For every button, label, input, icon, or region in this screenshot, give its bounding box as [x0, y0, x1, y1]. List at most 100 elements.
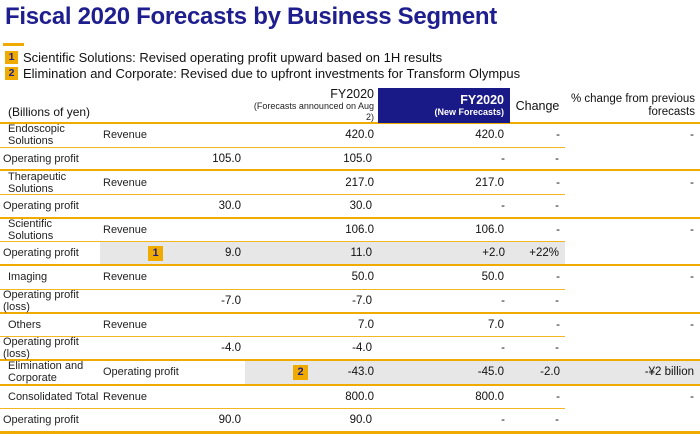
value-new: 105.0	[245, 146, 378, 170]
segment-name: Scientific Solutions	[8, 218, 54, 243]
value-change: -	[556, 129, 560, 142]
value-pct: -	[510, 194, 565, 217]
metric-label: Operating profit (loss)	[0, 289, 100, 313]
unit-label: (Billions of yen)	[8, 105, 91, 119]
value-change: -	[556, 176, 560, 189]
value-change: -	[556, 271, 560, 284]
value-prev: 30.0	[100, 194, 245, 217]
value-prev-text: 9.0	[225, 247, 241, 260]
value-prev: -7.0	[100, 288, 245, 312]
metric-label: Operating profit (loss)	[0, 336, 100, 360]
value-new: 11.0	[245, 241, 378, 265]
value-pct: -	[510, 288, 565, 312]
value-change: -	[378, 408, 510, 431]
value-new: 50.0	[481, 271, 504, 284]
segment-name: Elimination and Corporate	[8, 360, 84, 385]
segment-scientific-solutions: Scientific Solutions Revenue 106.0 106.0…	[0, 216, 700, 265]
segment-name: Consolidated Total	[8, 390, 99, 403]
value-prev: 800.0	[345, 390, 374, 403]
value-new: 30.0	[245, 194, 378, 217]
column-header-pct-change: % change from previous forecasts	[570, 92, 695, 118]
metric-label: Operating profit	[0, 408, 100, 431]
metric-label: Operating profit	[0, 146, 100, 170]
value-new: 420.0	[475, 129, 504, 142]
metric-label: Revenue	[103, 224, 148, 237]
metric-label: Revenue	[103, 176, 148, 189]
value-change: -	[556, 390, 560, 403]
value-prev: 1 9.0	[100, 241, 245, 265]
metric-label: Operating profit	[0, 241, 100, 264]
value-new: -7.0	[245, 288, 378, 312]
page-title: Fiscal 2020 Forecasts by Business Segmen…	[5, 3, 497, 30]
note-scientific-solutions: 1 Scientific Solutions: Revised operatin…	[5, 49, 520, 65]
value-pct: -	[510, 146, 565, 170]
segment-endoscopic-solutions: Endoscopic Solutions Revenue 420.0 420.0…	[0, 123, 700, 170]
value-pct: -	[510, 336, 565, 359]
value-pct: -	[690, 129, 694, 142]
value-change: +2.0	[378, 241, 510, 265]
value-pct: +22%	[510, 241, 565, 265]
value-prev: 2 -43.0	[245, 360, 378, 384]
notes: 1 Scientific Solutions: Revised operatin…	[5, 49, 520, 81]
title-underline	[3, 43, 24, 46]
value-pct: -	[690, 224, 694, 237]
value-prev: 217.0	[345, 176, 374, 189]
value-prev: 50.0	[351, 271, 374, 284]
segment-consolidated-total: Consolidated Total Revenue 800.0 800.0 -…	[0, 383, 700, 431]
value-change: -	[556, 318, 560, 331]
value-pct: -	[510, 408, 565, 431]
note-elimination-corporate: 2 Elimination and Corporate: Revised due…	[5, 65, 520, 81]
segment-name: Others	[8, 318, 42, 331]
value-prev: 420.0	[345, 129, 374, 142]
segment-others: Others Revenue 7.0 7.0 - - Operating pro…	[0, 311, 700, 360]
segment-name: Imaging	[8, 271, 48, 284]
value-new: 217.0	[475, 176, 504, 189]
value-prev: -4.0	[100, 336, 245, 359]
value-change: -	[378, 336, 510, 359]
value-new: -4.0	[245, 336, 378, 359]
note-1-badge: 1	[5, 50, 18, 64]
value-change: -	[556, 224, 560, 237]
value-prev: 105.0	[100, 146, 245, 170]
value-new: -45.0	[378, 360, 510, 384]
value-prev: 106.0	[345, 224, 374, 237]
column-header-change: Change	[515, 98, 560, 113]
metric-label: Operating profit	[0, 194, 100, 217]
segment-imaging: Imaging Revenue 50.0 50.0 - - Operating …	[0, 264, 700, 313]
value-new: 90.0	[245, 408, 378, 431]
column-header-previous-forecast: FY2020 (Forecasts announced on Aug 2)	[253, 87, 374, 123]
note-2-badge: 2	[5, 66, 18, 80]
segment-therapeutic-solutions: Therapeutic Solutions Revenue 217.0 217.…	[0, 169, 700, 216]
value-pct: -	[690, 176, 694, 189]
segment-elimination-corporate: Elimination and Corporate Operating prof…	[0, 358, 700, 385]
value-prev: 7.0	[358, 318, 374, 331]
value-new: 106.0	[475, 224, 504, 237]
value-prev-text: -43.0	[347, 366, 374, 379]
value-pct: -¥2 billion	[565, 360, 700, 384]
metric-label: Revenue	[103, 318, 148, 331]
metric-label: Revenue	[103, 129, 148, 142]
value-change: -	[378, 146, 510, 170]
metric-label: Revenue	[103, 271, 148, 284]
note-1-text: Scientific Solutions: Revised operating …	[23, 49, 443, 65]
value-new: 800.0	[475, 390, 504, 403]
value-pct: -	[690, 318, 694, 331]
table-header: (Billions of yen) FY2020 (Forecasts anno…	[0, 88, 700, 124]
value-prev: 90.0	[100, 408, 245, 431]
metric-label: Revenue	[103, 390, 148, 403]
note-2-text: Elimination and Corporate: Revised due t…	[23, 65, 521, 81]
column-header-new-forecast: FY2020 (New Forecasts)	[378, 88, 510, 123]
value-change: -	[378, 194, 510, 217]
value-change: -2.0	[510, 360, 565, 384]
value-pct: -	[690, 271, 694, 284]
row-badge-2: 2	[293, 364, 308, 380]
row-badge-1: 1	[148, 245, 163, 261]
value-new: 7.0	[488, 318, 504, 331]
value-change: -	[378, 288, 510, 312]
segment-name: Therapeutic Solutions	[8, 170, 67, 195]
segment-name: Endoscopic Solutions	[8, 123, 65, 148]
metric-label: Operating profit	[103, 366, 179, 379]
value-pct: -	[690, 390, 694, 403]
forecast-table: (Billions of yen) FY2020 (Forecasts anno…	[0, 88, 700, 434]
